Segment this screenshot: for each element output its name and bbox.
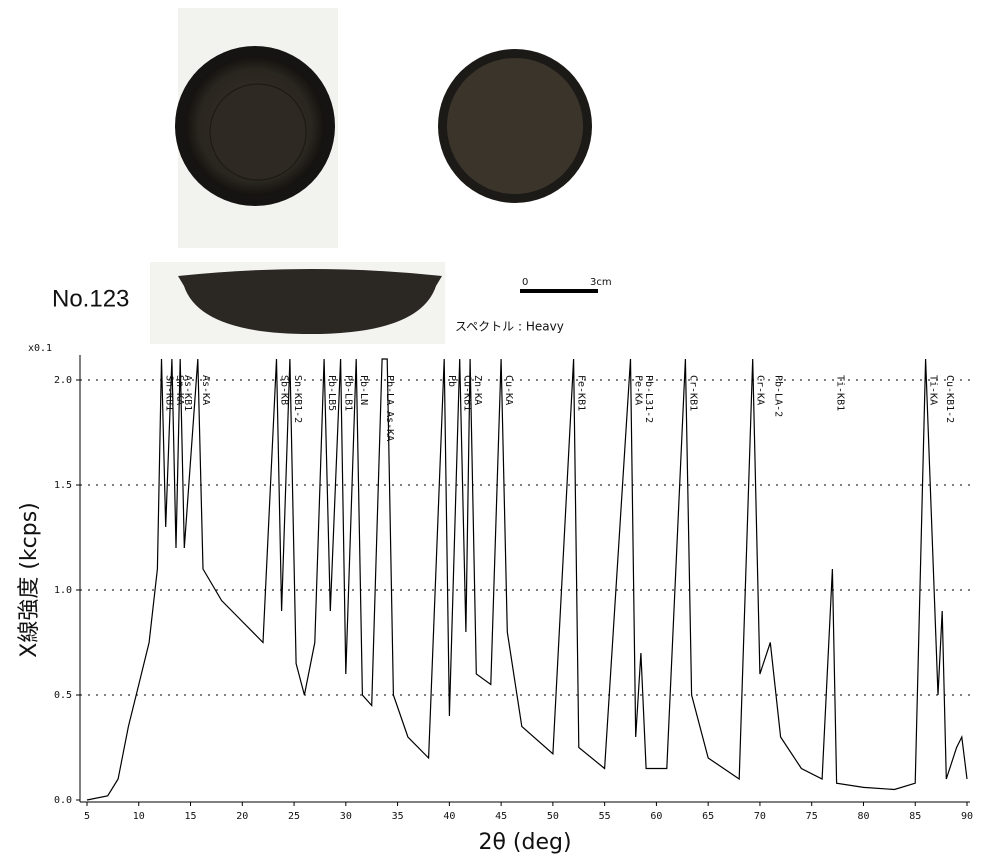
bowl-side <box>178 269 442 334</box>
peak-label: Sn-KB1-2 <box>292 375 303 423</box>
bowl-bottom <box>447 58 583 194</box>
x-tick-label: 40 <box>443 811 455 822</box>
y-axis-title: X線強度 (kcps) <box>17 502 42 658</box>
x-tick-label: 80 <box>857 811 869 822</box>
y-tick-label: 1.0 <box>54 585 72 596</box>
x-tick-label: 30 <box>340 811 352 822</box>
specimen-number: No.123 <box>52 285 129 312</box>
x-tick-label: 25 <box>288 811 300 822</box>
peak-label: Sn-KB1 <box>164 375 175 411</box>
x-axis-title: 2θ (deg) <box>478 830 571 855</box>
spectrum-line <box>86 358 968 801</box>
peak-label: Pb-LN <box>358 375 369 405</box>
scale-zero: 0 <box>522 277 528 288</box>
peak-label: Pb-LB5 <box>326 375 337 411</box>
y-tick-label: 1.5 <box>54 480 72 491</box>
x-tick-label: 20 <box>236 811 248 822</box>
x-tick-label: 10 <box>133 811 145 822</box>
peak-label: Pb-L31-2 <box>643 375 654 423</box>
peak-label: Fe-KB1 <box>576 375 587 411</box>
x-tick-label: 55 <box>599 811 611 822</box>
x-tick-label: 75 <box>806 811 818 822</box>
x-tick-label: 70 <box>754 811 766 822</box>
peak-label: As-KB1 <box>182 375 193 411</box>
peak-label: As-KA <box>200 375 211 405</box>
peak-label: Ti-KB1 <box>834 375 845 411</box>
peak-label: Fe-KA <box>633 375 644 405</box>
x-tick-label: 50 <box>547 811 559 822</box>
x-tick-label: 15 <box>185 811 197 822</box>
x-tick-label: 85 <box>909 811 921 822</box>
scale-length: 3cm <box>590 277 612 288</box>
spectrum-label: スペクトル : Heavy <box>455 320 564 334</box>
plot <box>86 358 968 801</box>
y-tick-label: 0.0 <box>54 795 72 806</box>
y-multiplier: x0.1 <box>28 343 52 354</box>
peak-label: Pb-LB1 <box>343 375 354 411</box>
y-tick-label: 0.5 <box>54 690 72 701</box>
peak-label: Pb <box>446 375 457 387</box>
peak-label: Zn-KA <box>472 375 483 405</box>
peak-label: Pb-LA-2 <box>772 375 783 417</box>
x-tick-label: 35 <box>392 811 404 822</box>
peak-label: Cu-KA <box>503 375 514 405</box>
x-tick-label: 60 <box>650 811 662 822</box>
peak-label: Cr-KB1 <box>687 375 698 411</box>
peak-label: Cr-KA <box>755 375 766 405</box>
x-tick-label: 45 <box>495 811 507 822</box>
peak-label: Sn-KA <box>174 375 185 405</box>
peak-label: Sb-KB <box>278 375 289 405</box>
x-tick-label: 90 <box>961 811 973 822</box>
x-tick-label: 5 <box>84 811 90 822</box>
y-tick-label: 2.0 <box>54 375 72 386</box>
peak-label: Pb-LA As-KA <box>384 375 395 441</box>
bowl-base <box>209 83 307 181</box>
peak-label: Ti-KA <box>928 375 939 405</box>
peak-label: Cu-KB1 <box>462 375 473 411</box>
x-tick-label: 65 <box>702 811 714 822</box>
peak-label: Cu-KB1-2 <box>944 375 955 423</box>
